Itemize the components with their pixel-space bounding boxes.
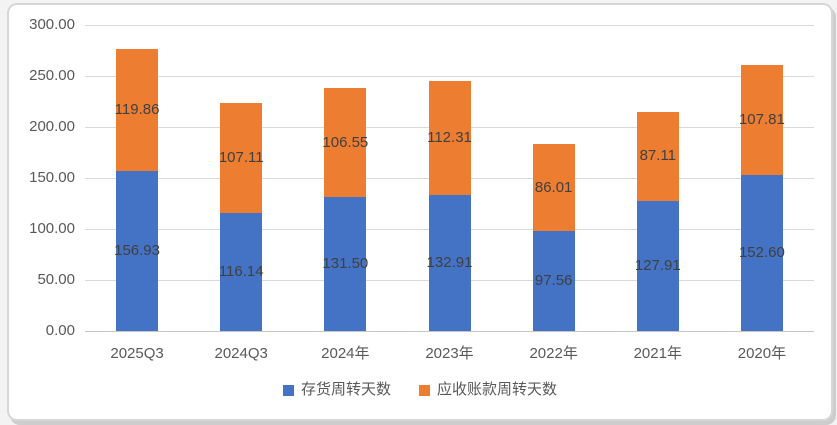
legend-item-receivable-days[interactable]: 应收账款周转天数 <box>419 381 557 399</box>
bar-segment-receivable-days[interactable] <box>324 88 367 197</box>
bar-segment-inventory-days[interactable] <box>532 231 575 331</box>
bar-segment-inventory-days[interactable] <box>324 196 367 331</box>
y-axis-tick-label: 250.00 <box>29 67 75 84</box>
bar-value-label: 132.91 <box>426 254 473 272</box>
bar-segment-receivable-days[interactable] <box>636 111 679 201</box>
x-axis-category-label: 2020年 <box>737 345 787 362</box>
bar-value-label: 87.11 <box>639 147 676 165</box>
bar-value-label: 116.14 <box>218 262 264 280</box>
y-axis: 0.00 50.00 100.00 150.00 200.00 250.00 300.00 <box>9 5 831 419</box>
y-axis-tick-label: 150.00 <box>29 169 75 186</box>
bar-segment-receivable-days[interactable] <box>532 143 575 232</box>
y-axis-tick-label: 300.00 <box>29 16 75 33</box>
legend-swatch-inventory-days <box>282 384 294 396</box>
bar-segment-receivable-days[interactable] <box>740 65 783 176</box>
y-axis-tick-label: 100.00 <box>29 220 75 237</box>
bar-value-label: 112.31 <box>427 129 472 147</box>
bar-value-label: 127.91 <box>634 256 681 274</box>
gridline <box>85 331 814 332</box>
bar-segment-receivable-days[interactable] <box>428 80 471 196</box>
y-axis-tick-label: 50.00 <box>37 271 75 288</box>
bar-value-label: 107.81 <box>738 111 785 129</box>
bar-value-label: 119.86 <box>114 100 160 118</box>
bar-value-label: 106.55 <box>322 133 369 151</box>
y-axis-tick-label: 0.00 <box>45 322 75 339</box>
y-axis-tick-label: 200.00 <box>29 118 75 135</box>
bar-value-label: 97.56 <box>534 272 573 290</box>
bar-segment-inventory-days[interactable] <box>636 200 679 331</box>
x-axis-category-label: 2024Q3 <box>214 345 268 362</box>
x-axis-category-label: 2023年 <box>425 345 474 362</box>
bar-segment-inventory-days[interactable] <box>220 212 263 331</box>
bar-segment-inventory-days[interactable] <box>428 195 471 331</box>
gridline <box>85 25 814 26</box>
legend-label: 存货周转天数 <box>300 381 391 398</box>
bar-segment-inventory-days[interactable] <box>116 170 159 331</box>
bar-value-label: 131.50 <box>322 254 369 272</box>
bar-segment-receivable-days[interactable] <box>220 103 263 213</box>
legend-item-inventory-days[interactable]: 存货周转天数 <box>282 381 391 399</box>
chart-frame: 0.00 50.00 100.00 150.00 200.00 250.00 300.00 … <box>7 3 833 421</box>
x-axis-category-label: 2024年 <box>321 345 370 362</box>
legend-swatch-receivable-days <box>419 384 430 396</box>
plot-area <box>9 5 831 419</box>
bar-value-label: 107.11 <box>218 148 264 166</box>
bar-segment-inventory-days[interactable] <box>740 175 783 331</box>
chart-legend: 存货周转天数 应收账款周转天数 <box>9 381 831 399</box>
bar-value-label: 156.93 <box>114 241 160 259</box>
bar-value-label: 152.60 <box>738 244 785 262</box>
bar-value-label: 86.01 <box>534 178 573 196</box>
x-axis-category-label: 2022年 <box>529 345 578 362</box>
legend-label: 应收账款周转天数 <box>437 381 558 398</box>
bar-segment-receivable-days[interactable] <box>116 48 159 171</box>
x-axis: 2025Q3 2024Q3 2024年 2023年 2022年 2021年 2020年 <box>9 5 831 419</box>
gridline <box>85 76 814 77</box>
x-axis-category-label: 2021年 <box>633 345 682 362</box>
x-axis-category-label: 2025Q3 <box>110 345 164 362</box>
data-labels-layer: 156.93 119.86 116.14 107.11 131.50 106.55 132.… <box>9 5 831 419</box>
